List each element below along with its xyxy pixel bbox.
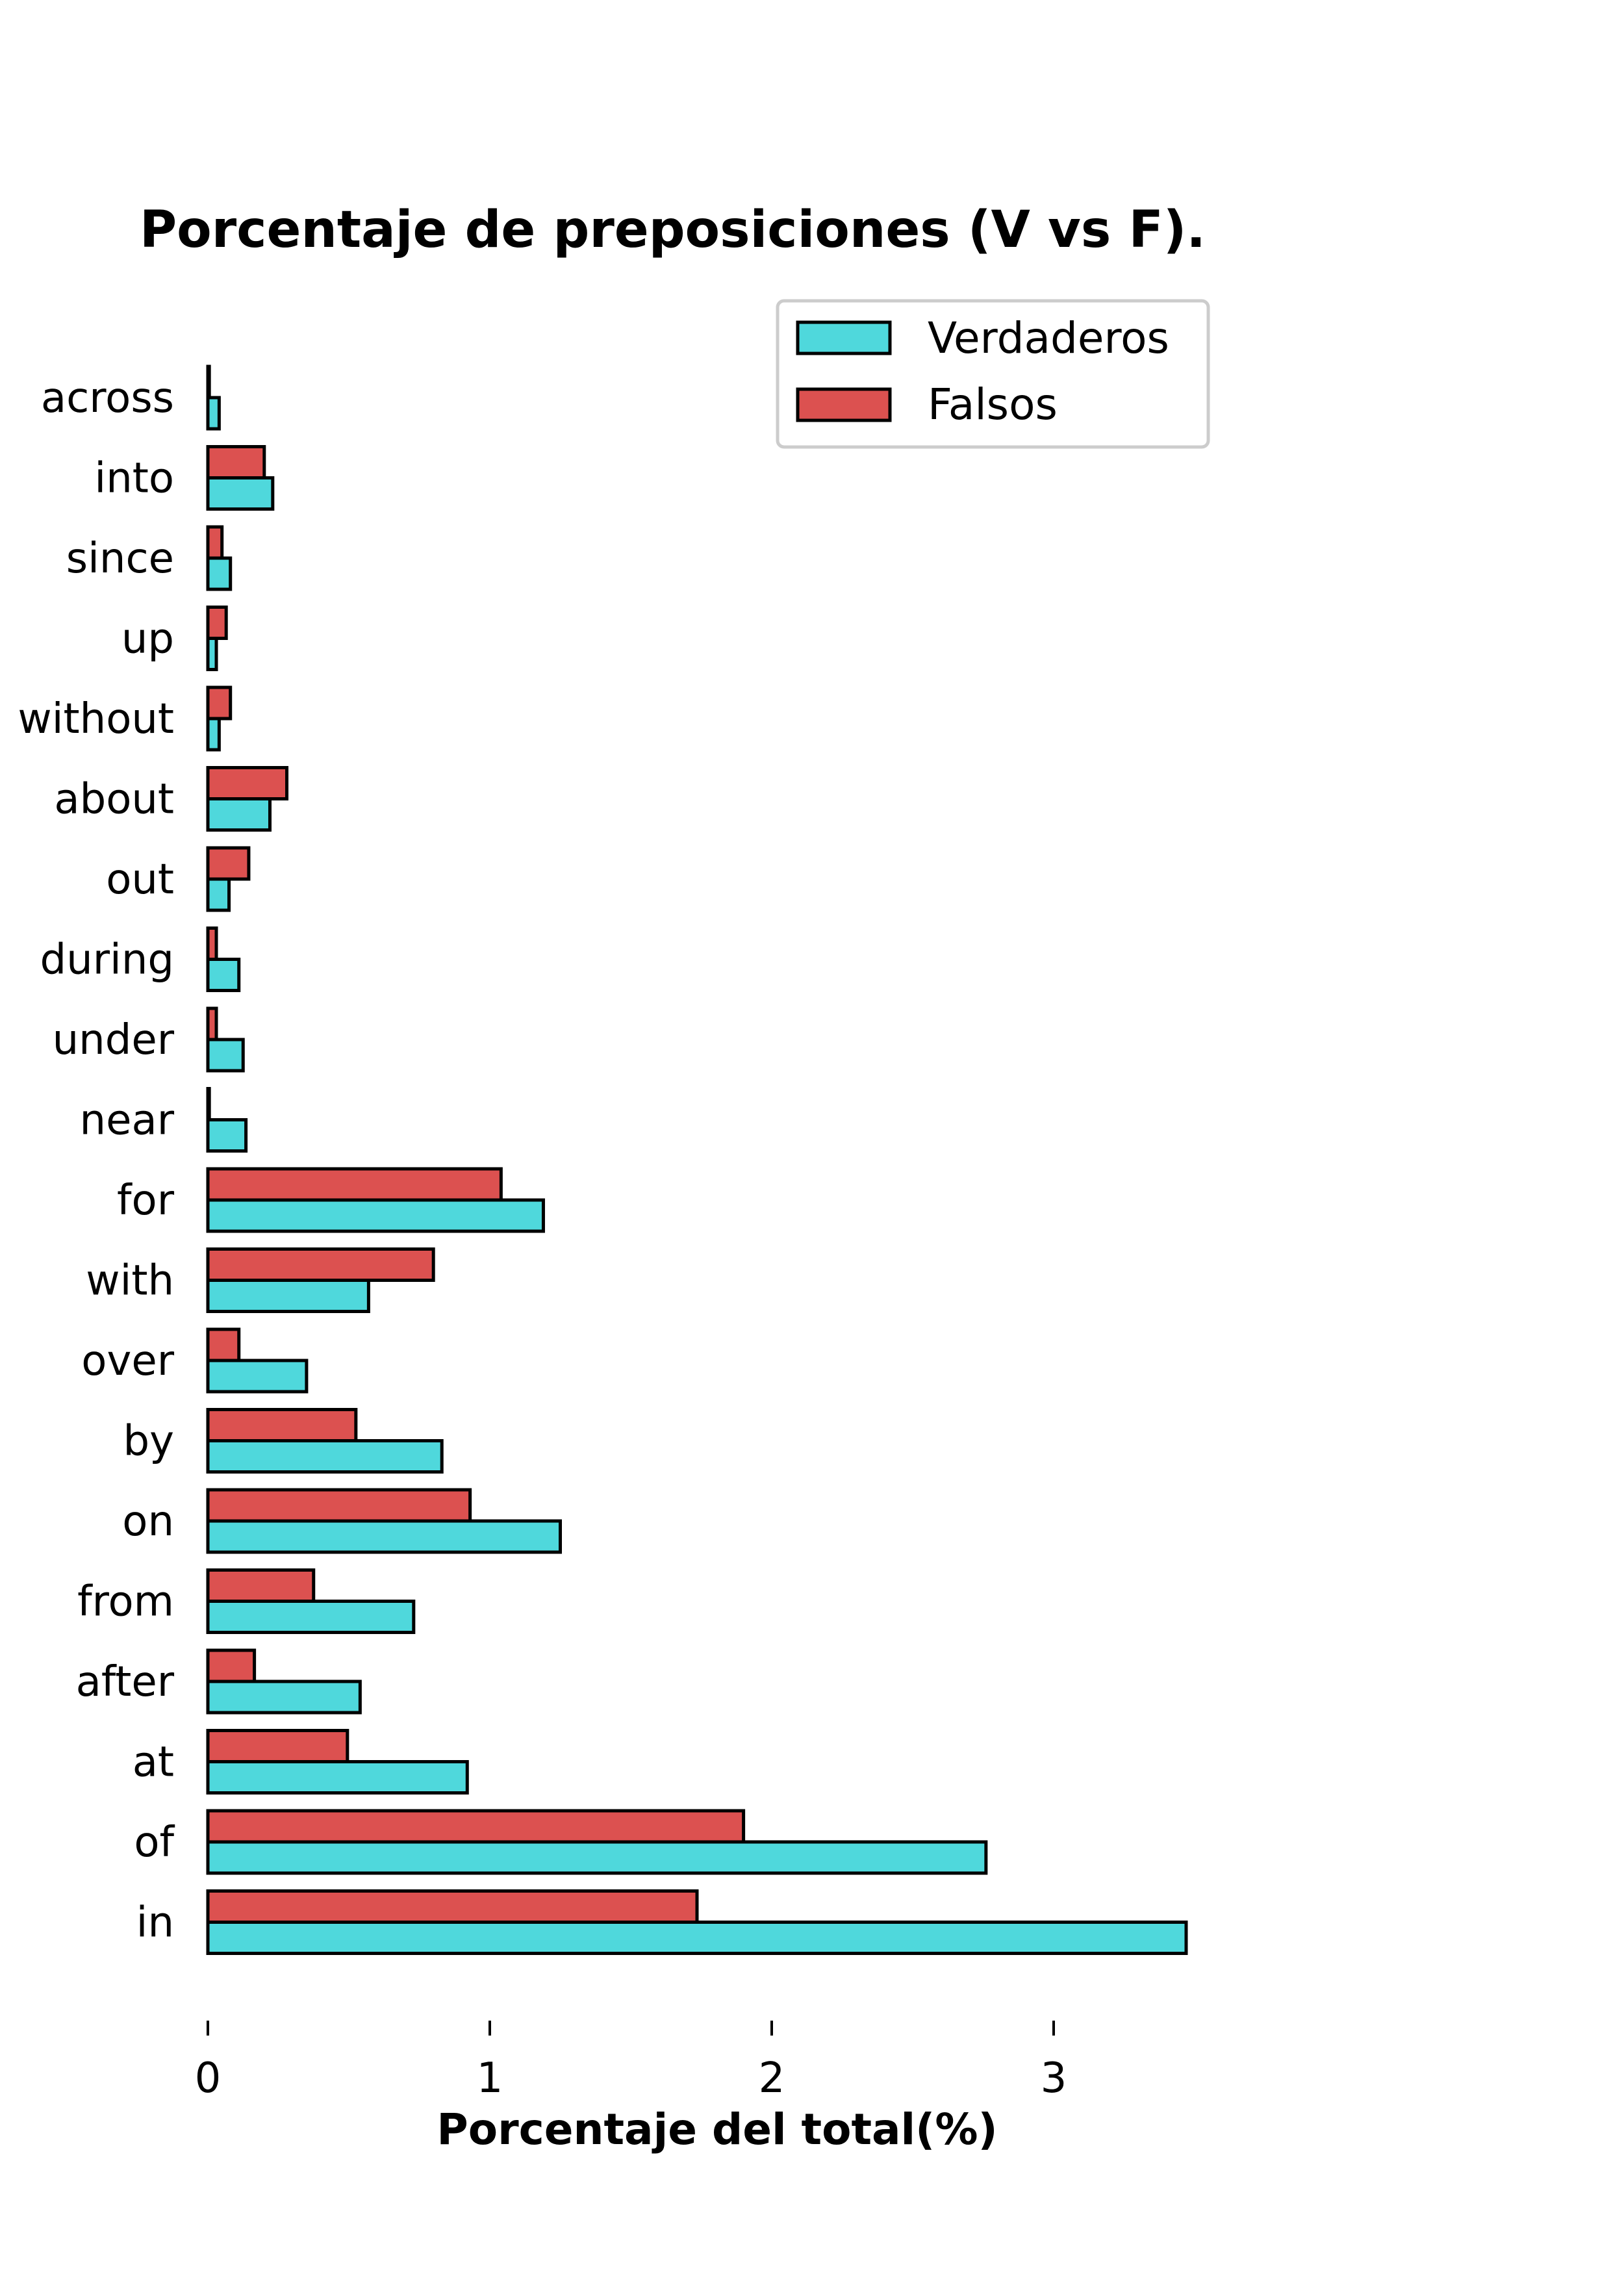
- bar-verdaderos-by: [206, 1439, 444, 1474]
- bar-verdaderos-over: [206, 1359, 309, 1394]
- y-tick-label-from: from: [77, 1578, 174, 1626]
- y-tick-label-under: under: [53, 1016, 175, 1064]
- bar-falsos-on: [206, 1488, 472, 1523]
- y-tick-labels: across into since up without about out during un…: [18, 374, 175, 1947]
- bar-falsos-about: [206, 766, 289, 800]
- bar-falsos-without: [206, 685, 233, 721]
- y-tick-label-over: over: [81, 1337, 174, 1385]
- bars-layer: [206, 364, 1188, 1955]
- bar-verdaderos-across: [206, 396, 221, 431]
- y-tick-label-out: out: [106, 856, 174, 904]
- bar-falsos-since: [206, 525, 224, 560]
- bar-verdaderos-without: [206, 717, 221, 752]
- x-axis: 0 1 2 3: [195, 2021, 1067, 2102]
- bar-verdaderos-at: [206, 1760, 469, 1795]
- bar-verdaderos-on: [206, 1519, 562, 1554]
- bar-falsos-by: [206, 1408, 358, 1442]
- bar-falsos-under: [206, 1006, 218, 1041]
- bar-falsos-near: [206, 1087, 211, 1121]
- bar-verdaderos-in: [206, 1921, 1188, 1955]
- y-tick-label-by: by: [123, 1418, 175, 1466]
- y-tick-label-about: about: [54, 776, 174, 824]
- y-tick-label-across: across: [41, 374, 174, 422]
- bar-falsos-at: [206, 1729, 349, 1763]
- y-tick-label-for: for: [117, 1177, 175, 1225]
- bar-falsos-into: [206, 445, 266, 479]
- y-tick-label-up: up: [121, 615, 174, 663]
- bar-falsos-across: [206, 364, 211, 400]
- x-axis-label: Porcentaje del total(%): [437, 2104, 997, 2154]
- bar-verdaderos-about: [206, 797, 272, 832]
- bar-falsos-up: [206, 606, 228, 640]
- bar-verdaderos-after: [206, 1680, 362, 1715]
- bar-falsos-for: [206, 1167, 503, 1202]
- y-tick-label-near: near: [80, 1097, 175, 1145]
- bar-verdaderos-up: [206, 637, 218, 671]
- x-tick-label-2: 2: [759, 2054, 785, 2102]
- bar-falsos-with: [206, 1247, 435, 1282]
- bar-verdaderos-out: [206, 877, 231, 912]
- bar-verdaderos-near: [206, 1118, 248, 1153]
- y-tick-label-without: without: [18, 695, 174, 743]
- bar-falsos-out: [206, 846, 251, 881]
- y-tick-label-after: after: [76, 1658, 175, 1706]
- legend: Verdaderos Falsos: [776, 299, 1210, 449]
- legend-swatch-falsos: [796, 387, 892, 422]
- bar-verdaderos-since: [206, 556, 233, 591]
- x-tick-label-1: 1: [477, 2054, 503, 2102]
- bar-verdaderos-for: [206, 1198, 545, 1233]
- bar-falsos-in: [206, 1889, 699, 1924]
- y-tick-label-with: with: [86, 1257, 174, 1305]
- bar-verdaderos-during: [206, 958, 241, 992]
- legend-swatch-verdaderos: [796, 320, 892, 355]
- x-tick-label-3: 3: [1041, 2054, 1067, 2102]
- y-tick-label-of: of: [134, 1819, 175, 1867]
- bar-falsos-of: [206, 1809, 746, 1844]
- bar-verdaderos-from: [206, 1600, 416, 1634]
- x-tick-label-0: 0: [195, 2054, 222, 2102]
- bar-verdaderos-under: [206, 1038, 245, 1073]
- bar-verdaderos-with: [206, 1279, 370, 1313]
- bar-falsos-during: [206, 926, 218, 961]
- y-tick-label-since: since: [66, 535, 174, 583]
- bar-verdaderos-into: [206, 476, 275, 511]
- bar-falsos-after: [206, 1648, 257, 1683]
- chart-title: Porcentaje de preposiciones (V vs F).: [140, 201, 1206, 259]
- bar-falsos-from: [206, 1568, 316, 1603]
- legend-label-falsos: Falsos: [928, 379, 1058, 429]
- y-tick-label-at: at: [133, 1739, 174, 1787]
- y-tick-label-on: on: [122, 1498, 174, 1546]
- bar-falsos-over: [206, 1327, 241, 1362]
- y-tick-label-into: into: [94, 455, 174, 503]
- legend-label-verdaderos: Verdaderos: [928, 313, 1169, 363]
- y-tick-label-during: during: [40, 936, 174, 984]
- y-tick-label-in: in: [136, 1899, 174, 1947]
- bar-verdaderos-of: [206, 1840, 988, 1875]
